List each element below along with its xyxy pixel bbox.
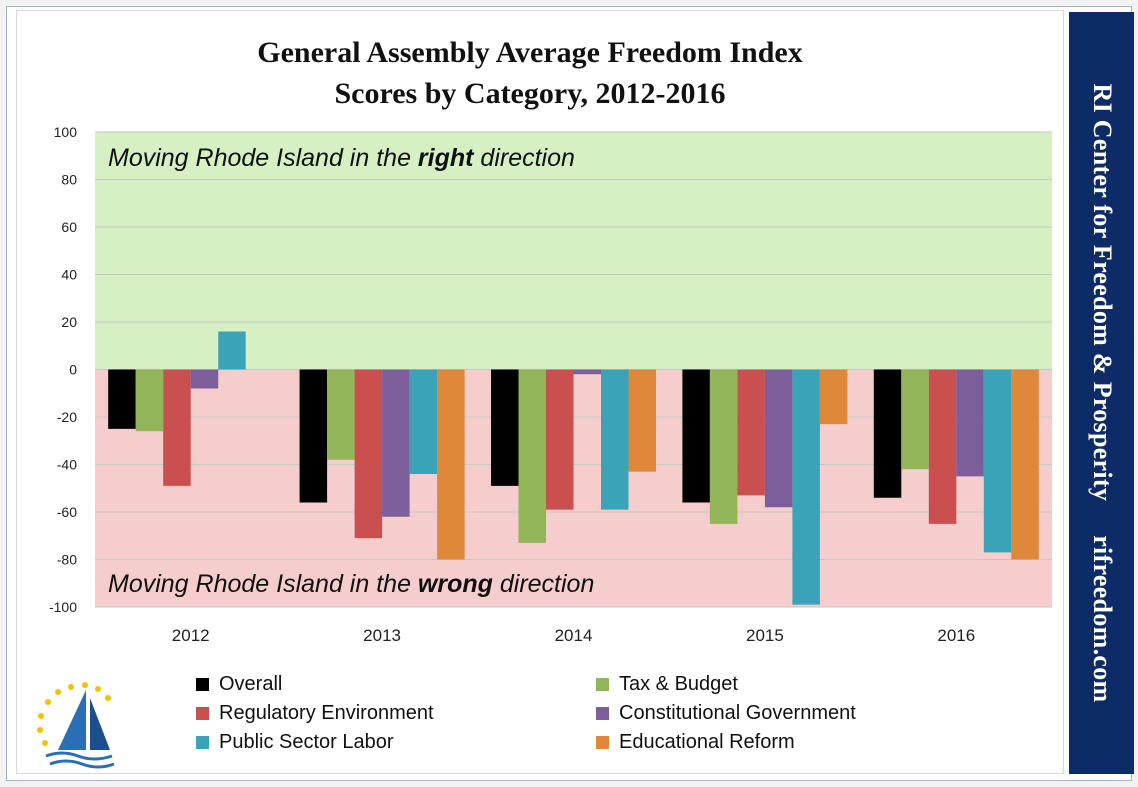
legend-swatch <box>196 677 209 691</box>
legend-item: Public Sector Labor <box>196 728 394 756</box>
y-tick-label: 60 <box>61 219 77 235</box>
legend-label: Overall <box>219 672 283 695</box>
bar <box>1011 369 1039 560</box>
y-tick-label: 40 <box>61 267 77 283</box>
y-tick-label: -20 <box>57 409 77 425</box>
bar <box>764 369 793 508</box>
bar <box>792 369 820 605</box>
bar <box>737 369 765 496</box>
legend-swatch <box>596 706 609 720</box>
bar <box>983 369 1012 553</box>
bar <box>956 369 984 477</box>
legend-label: Tax & Budget <box>619 672 738 695</box>
y-tick-label: 0 <box>69 362 77 378</box>
bar <box>628 369 656 472</box>
bar <box>709 369 738 524</box>
bar <box>546 369 574 510</box>
y-tick-label: -80 <box>57 552 77 568</box>
sailboat-logo-icon <box>37 682 115 769</box>
x-tick-label: 2015 <box>746 626 784 645</box>
legend-swatch <box>596 677 609 691</box>
bar <box>682 369 710 503</box>
side-banner-text: RI Center for Freedom & Prosperity rifree… <box>1087 84 1117 703</box>
bar <box>190 369 219 389</box>
bar <box>108 369 136 429</box>
positive-zone-caption: Moving Rhode Island in the right directi… <box>108 144 575 172</box>
legend-swatch <box>196 735 209 749</box>
bar <box>601 369 629 510</box>
x-tick-label: 2013 <box>363 626 401 645</box>
legend-swatch <box>596 735 609 749</box>
bar <box>327 369 355 460</box>
bar <box>518 369 546 543</box>
y-tick-label: -60 <box>57 504 77 520</box>
legend-label: Constitutional Government <box>619 701 856 724</box>
negative-zone-caption: Moving Rhode Island in the wrong directi… <box>108 570 594 598</box>
positive-zone <box>95 132 1052 370</box>
legend-item: Tax & Budget <box>596 670 738 698</box>
legend-item: Educational Reform <box>596 728 795 756</box>
x-tick-label: 2012 <box>172 626 210 645</box>
legend-swatch <box>196 706 209 720</box>
banner-org-name: RI Center for Freedom & Prosperity <box>1087 83 1117 502</box>
chart-title-line-1: General Assembly Average Freedom Index <box>257 36 803 69</box>
bar <box>928 369 957 524</box>
bar <box>819 369 848 425</box>
x-tick-label: 2014 <box>555 626 593 645</box>
bar <box>873 369 902 498</box>
bar <box>135 369 164 432</box>
legend-label: Public Sector Labor <box>219 730 394 753</box>
y-tick-label: -100 <box>49 599 77 615</box>
bar <box>163 369 191 486</box>
side-banner: RI Center for Freedom & Prosperity rifree… <box>1069 12 1134 774</box>
chart-title: General Assembly Average Freedom Index S… <box>140 32 920 114</box>
bar <box>901 369 929 470</box>
banner-website: rifreedom.com <box>1087 535 1117 703</box>
y-tick-label: -40 <box>57 457 77 473</box>
bar <box>573 369 601 375</box>
bar <box>382 369 410 517</box>
chart-title-line-2: Scores by Category, 2012-2016 <box>334 77 726 110</box>
legend-label: Educational Reform <box>619 730 795 753</box>
bar <box>354 369 383 539</box>
legend-label: Regulatory Environment <box>219 701 434 724</box>
legend-item: Regulatory Environment <box>196 699 434 727</box>
legend-item: Overall <box>196 670 282 698</box>
legend-item: Constitutional Government <box>596 699 856 727</box>
bar <box>491 369 519 486</box>
y-tick-label: 80 <box>61 172 77 188</box>
y-tick-label: 100 <box>54 124 78 140</box>
chart-legend: Overall Tax & Budget Regulatory Environmen… <box>196 670 956 760</box>
y-tick-label: 20 <box>61 314 77 330</box>
bar <box>409 369 438 474</box>
bar <box>437 369 465 560</box>
bar <box>218 331 246 370</box>
x-tick-label: 2016 <box>937 626 975 645</box>
bar <box>299 369 328 503</box>
